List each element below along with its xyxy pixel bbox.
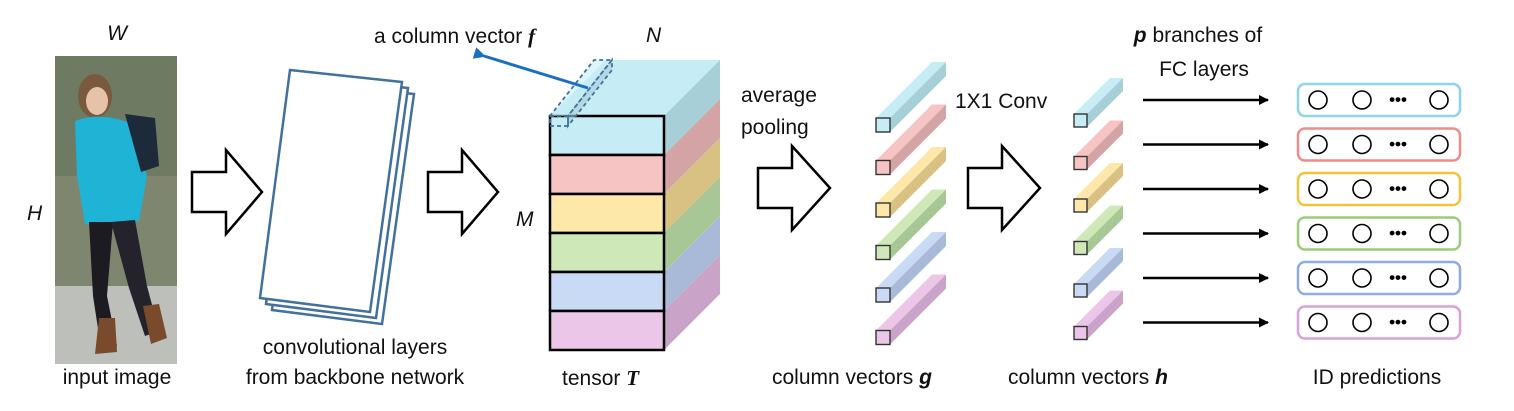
column-vector (1073, 290, 1123, 341)
id-prediction-box: ••• (1296, 127, 1462, 162)
neuron-circle (1429, 223, 1449, 244)
neuron-circle (1308, 268, 1328, 288)
conv-layers-label-line1: convolutional layers (262, 336, 448, 359)
ellipsis-dots: ••• (1389, 313, 1407, 332)
column-vector (1073, 163, 1123, 213)
column-vector (875, 147, 946, 218)
tensor-stripe (548, 192, 666, 235)
neuron-circle (1429, 179, 1449, 199)
conv1x1-label: 1X1 Conv (955, 90, 1048, 113)
flow-arrow-1 (190, 146, 264, 238)
tensor-side-stripe (664, 60, 720, 155)
width-label: W (107, 22, 127, 45)
height-label: H (27, 202, 43, 225)
neuron-circle (1352, 312, 1372, 333)
flow-arrow-3 (756, 142, 832, 234)
input-image-photo (55, 56, 177, 364)
conv-layers-stack (258, 68, 416, 326)
neuron-circle (1308, 134, 1328, 155)
tensor-stripe (548, 231, 666, 274)
neuron-circle (1308, 90, 1328, 110)
column-vector (1073, 120, 1123, 171)
input-image-label: input image (62, 366, 172, 389)
tensor-stripe (548, 270, 666, 313)
ellipsis-dots: ••• (1389, 135, 1407, 154)
neuron-circle (1352, 90, 1372, 110)
tensor-side-stripe (664, 138, 720, 233)
neuron-circle (1429, 134, 1449, 155)
tensor-label: tensor T (562, 366, 640, 390)
flow-arrow-4 (966, 142, 1042, 234)
m-dimension-label: M (516, 208, 534, 231)
fc-branch-arrows (1143, 95, 1269, 328)
column-vector (875, 189, 946, 261)
average-pooling-label-line2: pooling (741, 116, 809, 139)
column-vector (875, 274, 946, 346)
id-prediction-box: ••• (1296, 305, 1462, 340)
column-vector-f (548, 57, 614, 129)
ellipsis-dots: ••• (1389, 179, 1407, 198)
column-vector (875, 62, 946, 133)
tensor-stripe (548, 309, 666, 352)
branches-label-line1: p branches of (1133, 24, 1263, 47)
id-prediction-box: ••• (1296, 82, 1462, 118)
column-vector (875, 232, 946, 303)
conv-layers-label-line2: from backbone network (245, 366, 465, 389)
column-vector (1073, 205, 1123, 256)
column-vector (1073, 78, 1123, 128)
tensor-side-stripe (664, 99, 720, 194)
n-dimension-label: N (646, 24, 662, 47)
tensor-stripe (548, 153, 666, 196)
id-prediction-box: ••• (1296, 216, 1462, 251)
pedestrian-figure (55, 56, 177, 364)
neuron-circle (1429, 268, 1449, 288)
id-prediction-boxes: ••• ••• ••• ••• ••• ••• (1296, 82, 1462, 340)
id-predictions-label: ID predictions (1312, 366, 1442, 389)
neuron-circle (1308, 312, 1328, 333)
neuron-circle (1352, 223, 1372, 244)
average-pooling-label-line1: average (741, 84, 817, 107)
column-vectors-g-label: column vectors g (772, 366, 932, 389)
neuron-circle (1429, 90, 1449, 110)
ellipsis-dots: ••• (1389, 90, 1407, 109)
neuron-circle (1308, 179, 1328, 199)
branches-label-line2: FC layers (1159, 58, 1249, 81)
neuron-circle (1429, 312, 1449, 333)
column-vectors-h-label: column vectors h (1008, 366, 1168, 389)
neuron-circle (1352, 268, 1372, 288)
tensor-side-stripe (664, 255, 720, 350)
id-prediction-box: ••• (1296, 260, 1462, 296)
column-vector (1073, 248, 1123, 298)
neuron-circle (1352, 134, 1372, 155)
ellipsis-dots: ••• (1389, 224, 1407, 243)
column-vector-pointer (472, 47, 589, 90)
neuron-circle (1352, 179, 1372, 199)
tensor-side-stripe (664, 216, 720, 311)
column-vectors-h (1073, 78, 1123, 341)
column-vector-label: a column vector f (374, 24, 536, 48)
id-prediction-box: ••• (1296, 171, 1462, 207)
column-vector (875, 104, 946, 176)
tensor-side-stripe (664, 177, 720, 272)
ellipsis-dots: ••• (1389, 268, 1407, 287)
column-vectors-g (875, 62, 946, 346)
flow-arrow-2 (426, 146, 500, 238)
neuron-circle (1308, 223, 1328, 244)
